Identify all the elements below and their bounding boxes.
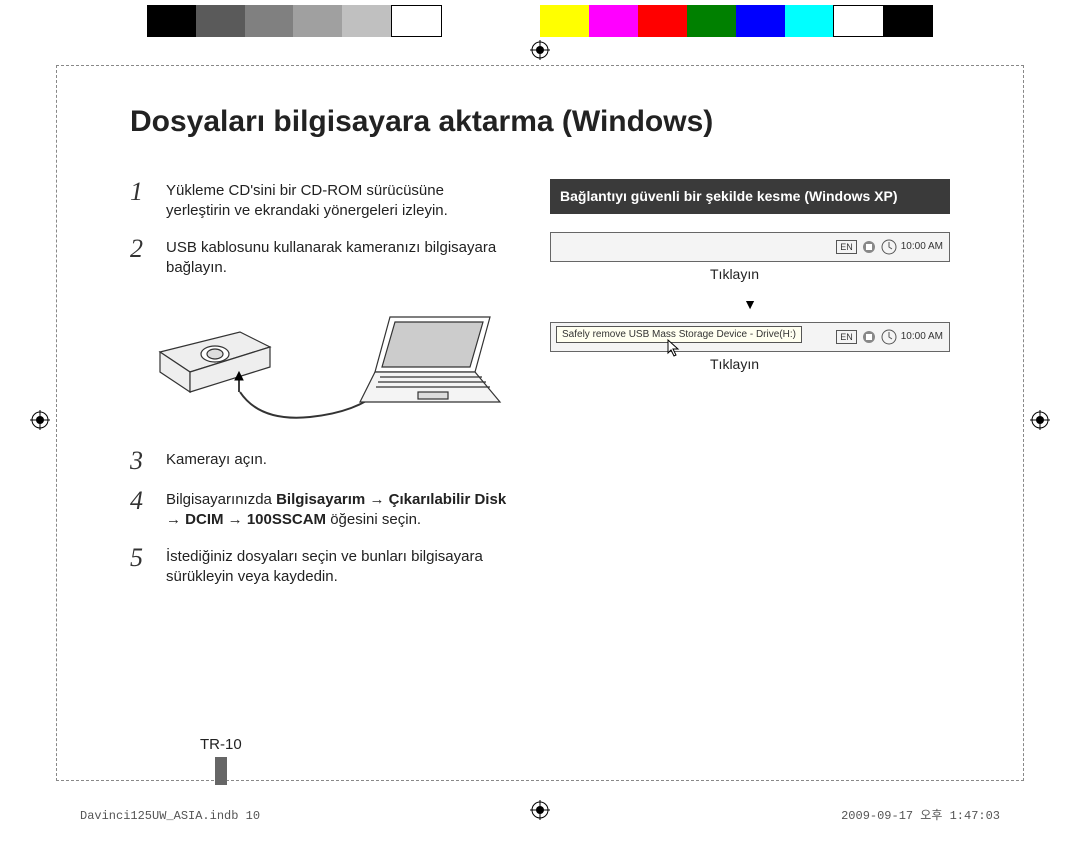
step-3: 3 Kamerayı açın. xyxy=(130,448,510,474)
page-number-bar xyxy=(215,757,227,785)
step4-suffix: öğesini seçin. xyxy=(326,511,421,528)
section-header-box: Bağlantıyı güvenli bir şekilde kesme (Wi… xyxy=(550,179,950,214)
registration-mark-left xyxy=(30,410,50,430)
steps-column: 1 Yükleme CD'sini bir CD-ROM sürücüsüne … xyxy=(130,179,510,601)
taskbar-time: 10:00 AM xyxy=(901,241,943,252)
color-calibration-bar xyxy=(0,5,1080,37)
step-text: Yükleme CD'sini bir CD-ROM sürücüsüne ye… xyxy=(166,179,510,222)
step-5: 5 İstediğiniz dosyaları seçin ve bunları… xyxy=(130,545,510,588)
tray-icon xyxy=(881,329,897,345)
step-number: 1 xyxy=(130,179,154,222)
footer-filename: Davinci125UW_ASIA.indb 10 xyxy=(80,809,260,823)
step-number: 4 xyxy=(130,488,154,531)
step-text: Kamerayı açın. xyxy=(166,448,510,474)
step-text: İstediğiniz dosyaları seçin ve bunları b… xyxy=(166,545,510,588)
registration-mark-right xyxy=(1030,410,1050,430)
down-arrow-icon: ▼ xyxy=(550,296,950,312)
step-text: Bilgisayarınızda Bilgisayarım → Çıkarıla… xyxy=(166,488,510,531)
taskbar-screenshot-1: EN 10:00 AM xyxy=(550,232,950,262)
language-indicator: EN xyxy=(836,330,857,344)
safely-remove-tooltip: Safely remove USB Mass Storage Device - … xyxy=(556,326,802,343)
tray-icon xyxy=(861,239,877,255)
cursor-icon xyxy=(667,339,681,357)
step4-prefix: Bilgisayarınızda xyxy=(166,491,276,508)
camera-laptop-illustration xyxy=(130,292,510,432)
step-1: 1 Yükleme CD'sini bir CD-ROM sürücüsüne … xyxy=(130,179,510,222)
taskbar-time: 10:00 AM xyxy=(901,331,943,342)
disconnect-column: Bağlantıyı güvenli bir şekilde kesme (Wi… xyxy=(550,179,950,601)
footer-timestamp: 2009-09-17 오후 1:47:03 xyxy=(841,806,1000,823)
language-indicator: EN xyxy=(836,240,857,254)
step-number: 3 xyxy=(130,448,154,474)
page-content: Dosyaları bilgisayara aktarma (Windows) … xyxy=(130,105,950,601)
page-number-text: TR-10 xyxy=(200,736,242,753)
page-title: Dosyaları bilgisayara aktarma (Windows) xyxy=(130,105,950,139)
step-text: USB kablosunu kullanarak kameranızı bilg… xyxy=(166,236,510,279)
step-2: 2 USB kablosunu kullanarak kameranızı bi… xyxy=(130,236,510,279)
tray-icon xyxy=(861,329,877,345)
taskbar-screenshot-2: Safely remove USB Mass Storage Device - … xyxy=(550,322,950,352)
tray-icon xyxy=(881,239,897,255)
step-number: 5 xyxy=(130,545,154,588)
step-4: 4 Bilgisayarınızda Bilgisayarım → Çıkarı… xyxy=(130,488,510,531)
click-label-1: Tıklayın xyxy=(710,266,950,282)
registration-mark-bottom xyxy=(530,800,550,820)
step-number: 2 xyxy=(130,236,154,279)
page-number: TR-10 xyxy=(200,736,242,785)
click-label-2: Tıklayın xyxy=(710,356,950,372)
registration-mark-top xyxy=(530,40,550,60)
